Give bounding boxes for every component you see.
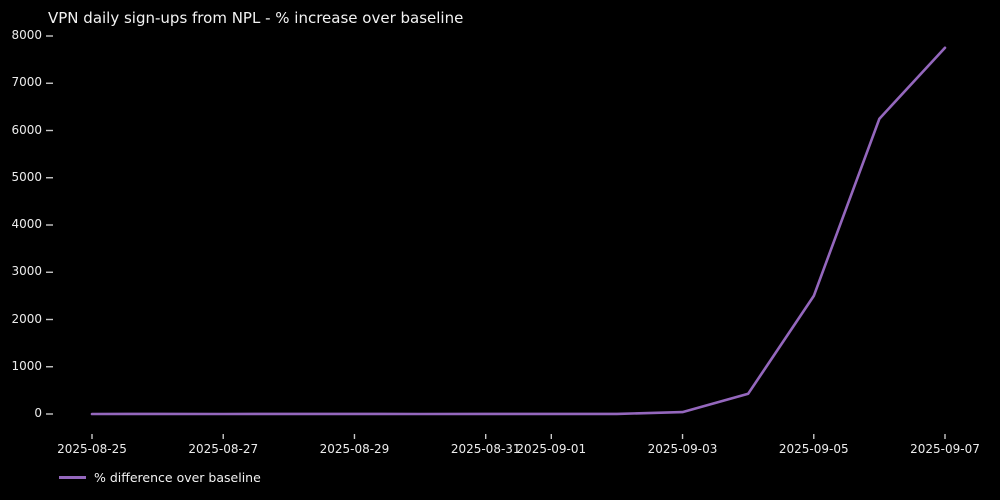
legend: % difference over baseline [59,470,261,485]
x-tick-label: 2025-08-25 [57,442,127,456]
x-tick-label: 2025-09-07 [910,442,980,456]
y-tick-label: 7000 [11,75,42,90]
legend-line-swatch [59,476,86,479]
y-tick-label: 3000 [11,264,42,279]
x-tick-label: 2025-08-27 [188,442,259,456]
y-tick-label: 5000 [11,169,42,184]
x-tick-label: 2025-09-05 [778,442,849,456]
x-tick-label: 2025-08-29 [319,442,390,456]
x-tick-label: 2025-08-31 [450,442,521,456]
x-tick-label: 2025-09-03 [647,442,718,456]
chart-title: VPN daily sign-ups from NPL - % increase… [48,9,464,27]
y-tick-label: 6000 [11,122,42,137]
y-tick-label: 0 [34,406,42,420]
y-tick-label: 2000 [11,311,42,326]
x-tick-label: 2025-09-01 [516,442,587,456]
legend-label: % difference over baseline [94,470,261,485]
y-tick-label: 1000 [11,358,42,373]
series-line [90,46,947,416]
y-tick-label: 8000 [11,28,42,42]
y-tick-label: 4000 [11,217,42,231]
